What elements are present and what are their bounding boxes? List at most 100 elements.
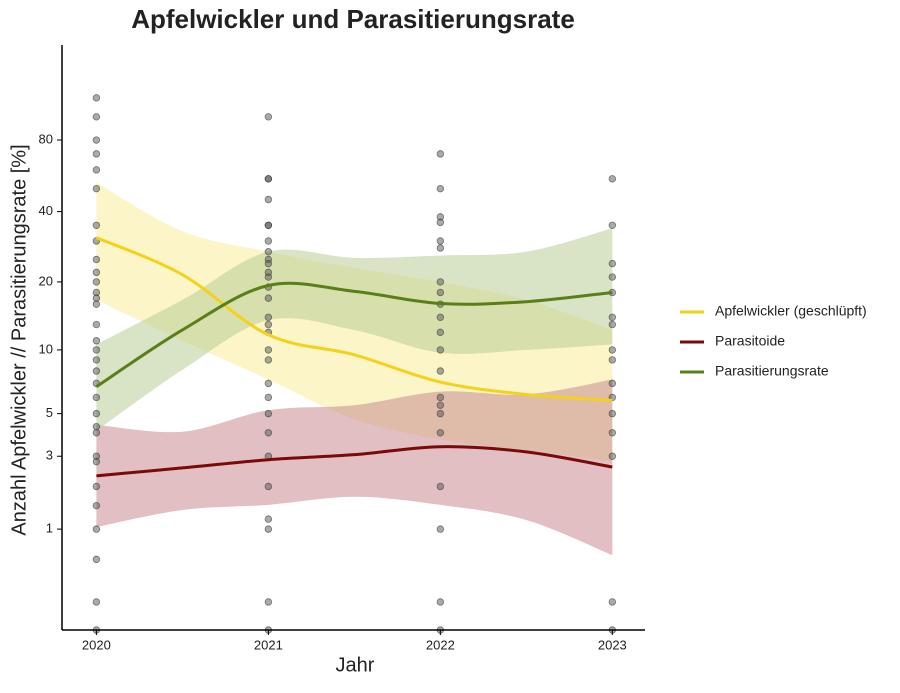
data-point — [436, 237, 445, 245]
data-point — [608, 452, 617, 460]
trend-line — [96, 445, 613, 478]
x-tick-label: 2022 — [426, 637, 455, 652]
data-point — [264, 598, 273, 606]
y-axis-label: Anzahl Apfelwickler // Parasitierungsrat… — [8, 144, 30, 535]
data-point — [264, 273, 273, 281]
data-point — [608, 259, 617, 268]
data-point — [264, 320, 273, 329]
data-point — [92, 346, 101, 354]
data-point — [92, 482, 101, 491]
data-point — [92, 255, 101, 264]
data-point — [92, 555, 101, 564]
x-tick-label: 2020 — [82, 637, 111, 652]
data-point — [436, 393, 445, 402]
data-point — [92, 221, 101, 229]
data-point — [608, 346, 617, 354]
data-point — [92, 598, 101, 606]
trend-line — [95, 236, 613, 402]
data-point — [436, 150, 445, 158]
data-point — [264, 515, 273, 523]
data-point — [92, 337, 101, 345]
data-point — [608, 379, 617, 388]
x-axis-label: Jahr — [336, 654, 375, 676]
data-point — [92, 268, 101, 277]
data-point — [92, 94, 101, 102]
data-point — [608, 356, 617, 364]
data-point — [264, 409, 273, 418]
data-point — [264, 237, 273, 245]
data-point — [436, 244, 445, 252]
data-point — [608, 273, 617, 281]
axes: 1 3 5 10 20 40 80 2020 2021 2022 2023 — [39, 45, 645, 652]
data-point — [436, 525, 445, 533]
data-point — [436, 409, 445, 418]
data-point — [264, 221, 273, 229]
data-point — [608, 175, 617, 183]
data-point — [92, 278, 101, 286]
data-point — [92, 300, 101, 308]
data-point — [264, 482, 273, 491]
data-point — [92, 422, 101, 431]
data-point — [92, 356, 101, 364]
confidence-band — [96, 379, 613, 556]
data-point — [264, 113, 273, 121]
legend: Apfelwickler (geschlüpft) Parasitoide Para… — [680, 303, 867, 379]
data-point — [436, 367, 445, 375]
data-point — [436, 278, 445, 286]
y-tick-label: 3 — [46, 448, 53, 463]
y-tick-label: 5 — [46, 405, 53, 420]
legend-label: Parasitierungsrate — [715, 363, 829, 379]
trend-line — [95, 281, 613, 388]
x-tick-label: 2023 — [598, 637, 627, 652]
data-point — [436, 218, 445, 227]
data-point — [436, 482, 445, 491]
data-point — [264, 294, 273, 302]
data-point — [92, 166, 101, 174]
y-tick-label: 40 — [39, 203, 53, 218]
x-tick-label: 2021 — [254, 637, 283, 652]
data-point — [92, 393, 101, 402]
data-point — [436, 429, 445, 437]
data-point — [264, 429, 273, 437]
data-point — [436, 401, 445, 409]
data-point — [264, 195, 273, 204]
data-point — [436, 598, 445, 606]
data-point — [264, 356, 273, 364]
data-point — [264, 259, 273, 268]
data-point — [92, 184, 101, 193]
data-point — [608, 320, 617, 329]
legend-label: Apfelwickler (geschlüpft) — [715, 303, 867, 319]
y-tick-label: 20 — [39, 273, 53, 288]
data-point — [436, 328, 445, 337]
lines — [95, 236, 613, 478]
data-point — [264, 247, 273, 256]
y-tick-label: 80 — [39, 131, 53, 146]
data-point — [436, 288, 445, 297]
data-point — [608, 598, 617, 606]
data-point — [92, 457, 101, 466]
data-point — [608, 221, 617, 229]
data-point — [608, 409, 617, 418]
chart-title: Apfelwickler und Parasitierungsrate — [131, 4, 575, 34]
confidence-band — [96, 228, 613, 431]
data-point — [608, 313, 617, 321]
data-point — [264, 175, 273, 183]
data-point — [92, 429, 101, 437]
data-point — [608, 429, 617, 437]
data-point — [264, 346, 273, 354]
data-point — [92, 367, 101, 375]
data-point — [436, 184, 445, 193]
data-point — [264, 379, 273, 388]
data-point — [92, 320, 101, 329]
data-point — [92, 501, 101, 510]
data-point — [436, 346, 445, 354]
data-point — [92, 150, 101, 158]
data-point — [92, 409, 101, 418]
data-point — [92, 113, 101, 121]
y-tick-label: 10 — [39, 341, 53, 356]
y-tick-label: 1 — [46, 521, 53, 536]
data-point — [92, 525, 101, 533]
data-point — [264, 525, 273, 533]
legend-label: Parasitoide — [715, 333, 785, 349]
